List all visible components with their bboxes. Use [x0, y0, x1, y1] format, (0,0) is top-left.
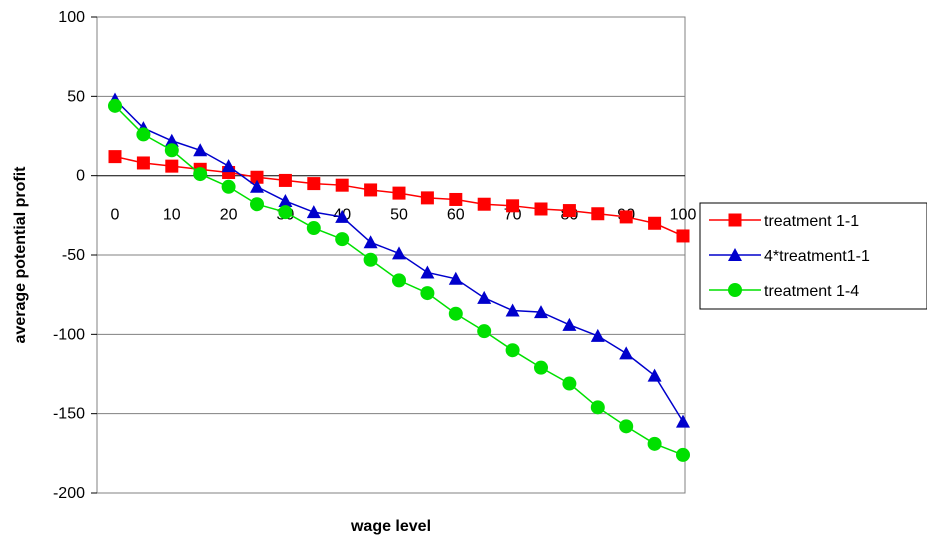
data-point [221, 159, 236, 173]
data-point [534, 202, 548, 216]
data-point [449, 192, 463, 206]
x-tick-label: 20 [220, 207, 238, 224]
data-point [335, 232, 350, 247]
data-point [477, 324, 492, 339]
data-point [306, 205, 321, 219]
data-point [165, 159, 179, 173]
data-point [477, 197, 491, 211]
series-2 [108, 92, 690, 428]
data-point [392, 246, 406, 260]
data-point [136, 127, 151, 142]
x-axis-title: wage level [350, 518, 431, 535]
data-point [420, 265, 435, 279]
x-tick-label: 50 [390, 207, 408, 224]
data-point [278, 205, 293, 220]
data-point [364, 183, 378, 197]
legend-label: 4*treatment1-1 [764, 248, 870, 265]
data-point [562, 204, 576, 218]
data-point [108, 150, 122, 164]
data-point [506, 199, 520, 213]
data-point [619, 419, 634, 434]
data-point [392, 273, 406, 288]
series-3 [108, 98, 690, 462]
data-point [420, 191, 434, 205]
data-point [448, 271, 463, 285]
data-point [420, 286, 435, 301]
y-axis: 100 50 0 -50 -100 -150 -200 [53, 9, 97, 502]
legend-marker [728, 248, 742, 261]
y-tick-label: -200 [53, 485, 85, 502]
data-point [392, 186, 406, 200]
data-point [221, 179, 236, 194]
data-point [278, 173, 292, 187]
data-point [591, 207, 605, 221]
y-tick-label: 0 [76, 168, 85, 185]
y-tick-label: -50 [62, 247, 85, 264]
data-point [676, 229, 690, 243]
data-point [164, 133, 179, 147]
data-point [250, 197, 264, 212]
y-tick-label: -100 [53, 326, 85, 343]
data-point [306, 221, 321, 236]
data-point [562, 376, 577, 391]
data-point [619, 346, 634, 360]
data-point [676, 414, 690, 428]
y-axis-title: average potential profit [12, 166, 29, 344]
x-tick-label: 10 [163, 207, 181, 224]
data-point [448, 306, 463, 321]
data-point [619, 210, 633, 224]
data-point [136, 156, 150, 170]
y-tick-label: 50 [67, 88, 85, 105]
legend-label: treatment 1-1 [764, 213, 859, 230]
data-point [505, 303, 520, 317]
data-point [363, 235, 378, 249]
data-point [307, 177, 321, 191]
legend: treatment 1-1 4*treatment1-1 treatment 1-4 [709, 213, 870, 300]
data-point [477, 290, 492, 304]
data-point [505, 343, 520, 358]
legend-marker [728, 213, 742, 227]
data-point [250, 179, 264, 193]
data-point [335, 209, 350, 223]
y-tick-label: 100 [58, 9, 85, 26]
legend-label: treatment 1-4 [764, 283, 859, 300]
data-point [193, 167, 208, 182]
x-tick-label: 0 [111, 207, 120, 224]
x-tick-label: 60 [447, 207, 465, 224]
data-point [676, 447, 690, 462]
series-1 [108, 150, 690, 243]
gridlines [97, 95, 685, 415]
data-point [647, 368, 662, 382]
x-tick-label: 100 [670, 207, 697, 224]
data-point [534, 360, 548, 375]
data-point [562, 317, 577, 331]
data-point [193, 143, 208, 157]
data-point [363, 252, 378, 267]
data-point [335, 178, 349, 192]
legend-marker [728, 283, 742, 297]
data-point [647, 436, 662, 451]
data-point [278, 194, 293, 208]
data-point [534, 305, 548, 319]
series-group [108, 92, 690, 462]
data-point [590, 400, 605, 415]
data-point [590, 328, 605, 342]
data-point [648, 216, 662, 230]
data-point [108, 98, 122, 113]
data-point [164, 143, 179, 158]
y-tick-label: -150 [53, 406, 85, 423]
